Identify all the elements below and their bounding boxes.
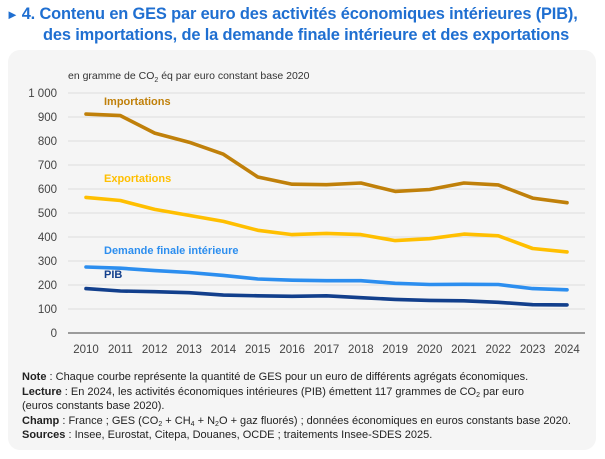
figure-title: ► 4. Contenu en GES par euro des activité… [6,4,605,46]
figure-number: 4. [21,5,36,23]
lecture-line: Lecture : En 2024, les activités économi… [22,385,525,399]
y-tick-label: 400 [38,232,57,244]
x-tick-label: 2015 [245,344,271,356]
x-tick-label: 2011 [108,344,133,356]
series-label-demande_finale: Demande finale intérieure [104,245,239,257]
x-tick-label: 2018 [348,344,374,356]
x-tick-label: 2016 [279,344,305,356]
y-axis-ticks: 0 100 200 300 400 500 600 700 800 900 1 000 [28,88,57,340]
y-tick-label: 700 [38,160,57,172]
y-tick-label: 800 [38,136,57,148]
x-tick-label: 2013 [176,344,202,356]
x-tick-label: 2012 [142,344,168,356]
x-tick-label: 2020 [417,344,443,356]
note-line: Note : Chaque courbe représente la quant… [22,371,529,383]
x-tick-label: 2022 [485,344,511,356]
y-tick-label: 200 [38,280,57,292]
title-line-2: des importations, de la demande finale i… [43,26,570,44]
x-tick-label: 2023 [520,344,546,356]
y-tick-label: 500 [38,208,57,220]
sources-line: Sources : Insee, Eurostat, Citepa, Douan… [22,429,433,442]
series-lines [84,112,569,307]
y-tick-label: 0 [51,328,57,340]
x-tick-label: 2017 [314,344,340,356]
arrow-right-icon: ► [6,7,19,22]
x-axis-ticks: 2010 2011 2012 2013 2014 2015 2016 2017 2018 2019… [73,344,580,356]
x-tick-label: 2014 [211,344,237,356]
y-axis-unit-label: en gramme de CO2 éq par euro constant ba… [68,70,310,84]
title-line-1: Contenu en GES par euro des activités éc… [39,5,578,23]
x-tick-label: 2024 [554,344,580,356]
lecture-line-cont: (euros constants base 2020). [22,400,165,413]
series-label-exportations: Exportations [104,173,171,185]
series-line-importations [84,112,569,205]
y-tick-label: 600 [38,184,57,196]
champ-line: Champ : France ; GES (CO2 + CH4 + N2O + … [22,414,571,428]
series-line-demande_finale [84,265,569,292]
x-tick-label: 2021 [451,344,477,356]
series-labels: Importations Exportations Demande finale i… [104,96,239,281]
line-chart: en gramme de CO2 éq par euro constant ba… [28,70,585,356]
series-label-pib: PIB [104,269,122,281]
x-tick-label: 2010 [73,344,99,356]
series-line-pib [84,286,569,307]
series-label-importations: Importations [104,96,171,108]
y-tick-label: 900 [38,112,57,124]
y-tick-label: 300 [38,256,57,268]
y-tick-label: 1 000 [28,88,57,100]
series-line-exportations [84,195,569,254]
chart-notes: Note : Chaque courbe représente la quant… [22,370,592,443]
x-tick-label: 2019 [382,344,408,356]
y-tick-label: 100 [38,304,57,316]
